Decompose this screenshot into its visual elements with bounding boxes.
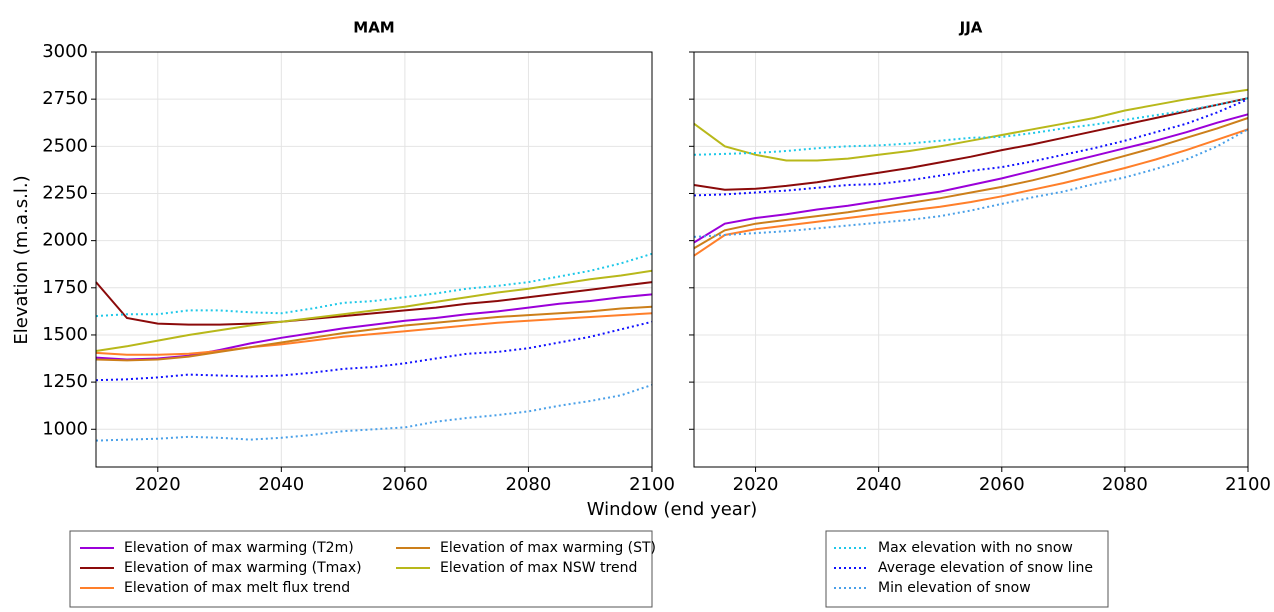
x-tick-label: 2040: [856, 474, 902, 495]
series-line: [693, 98, 1249, 197]
y-tick-label: 1250: [42, 371, 88, 392]
y-axis-label: Elevation (m.a.s.l.): [11, 175, 32, 344]
legend-label: Max elevation with no snow: [878, 540, 1073, 556]
x-tick-label: 2060: [979, 474, 1025, 495]
y-tick-label: 2250: [42, 182, 88, 203]
series-line: [95, 312, 653, 356]
y-tick-label: 2750: [42, 88, 88, 109]
series-line: [95, 293, 653, 361]
x-tick-label: 2020: [135, 474, 181, 495]
x-axis-label: Window (end year): [587, 499, 758, 520]
panel-title: JJA: [959, 19, 983, 37]
series-line: [693, 113, 1249, 244]
plot-frame: [95, 51, 653, 468]
series-line: [95, 305, 653, 362]
y-tick-label: 1500: [42, 324, 88, 345]
x-tick-label: 2080: [506, 474, 552, 495]
series-line: [95, 269, 653, 352]
y-tick-label: 1000: [42, 418, 88, 439]
legend-label: Elevation of max warming (T2m): [124, 540, 354, 556]
x-tick-label: 2020: [733, 474, 779, 495]
legend-label: Elevation of max warming (Tmax): [124, 560, 362, 576]
x-tick-label: 2060: [382, 474, 428, 495]
y-tick-label: 1750: [42, 277, 88, 298]
series-line: [693, 97, 1249, 191]
panel-title: MAM: [353, 19, 394, 37]
legend-label: Elevation of max melt flux trend: [124, 580, 350, 596]
legend-label: Elevation of max NSW trend: [440, 560, 637, 576]
y-tick-label: 3000: [42, 41, 88, 62]
series-line: [95, 281, 653, 326]
series-line: [693, 128, 1249, 257]
y-tick-label: 2500: [42, 135, 88, 156]
x-tick-label: 2100: [629, 474, 675, 495]
x-tick-label: 2040: [258, 474, 304, 495]
plot-frame: [693, 51, 1249, 468]
legend-label: Min elevation of snow: [878, 580, 1031, 596]
legend-box: [825, 530, 1109, 608]
series-line: [95, 383, 653, 442]
x-tick-label: 2100: [1225, 474, 1271, 495]
legend-box: [69, 530, 653, 608]
legend-label: Average elevation of snow line: [878, 560, 1093, 576]
series-line: [693, 88, 1249, 162]
series-line: [95, 320, 653, 382]
series-line: [693, 117, 1249, 250]
x-tick-label: 2080: [1102, 474, 1148, 495]
legend-label: Elevation of max warming (ST): [440, 540, 656, 556]
y-tick-label: 2000: [42, 230, 88, 251]
series-line: [95, 252, 653, 318]
